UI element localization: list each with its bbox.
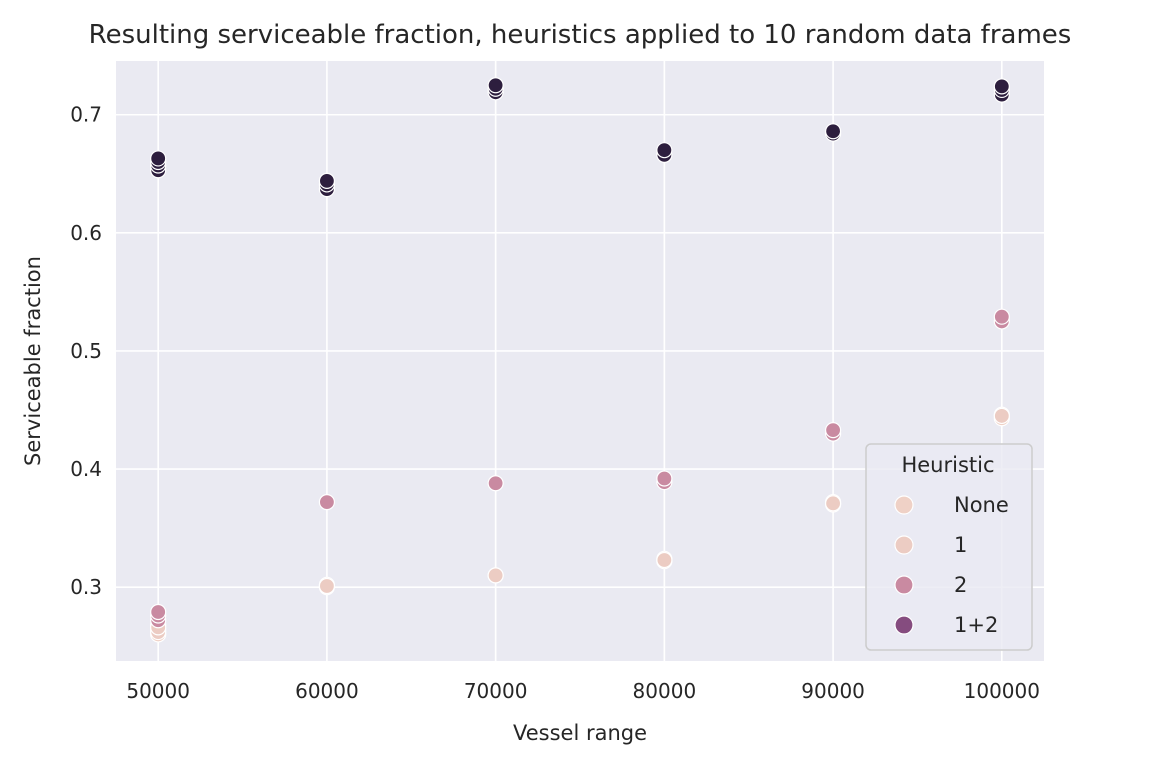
x-tick-label: 70000 [464, 679, 528, 703]
series-1 [150, 407, 1010, 641]
y-tick-label: 0.7 [70, 103, 102, 127]
data-point [318, 577, 336, 595]
data-points [150, 77, 1010, 643]
x-tick-label: 90000 [801, 679, 865, 703]
data-point [150, 150, 167, 167]
x-tick-label: 100000 [964, 679, 1040, 703]
legend-entry: 1 [894, 533, 967, 557]
legend-marker [894, 495, 914, 515]
y-tick-label: 0.4 [70, 457, 102, 481]
x-tick-label: 50000 [126, 679, 190, 703]
y-axis-ticks: 0.3 0.4 0.5 0.6 0.7 [70, 103, 102, 599]
data-point [487, 567, 504, 584]
legend-label: None [954, 493, 1009, 517]
legend-label: 2 [954, 573, 967, 597]
legend-marker [894, 615, 914, 635]
legend-marker [894, 535, 914, 555]
grid-lines [116, 61, 1044, 661]
y-tick-label: 0.5 [70, 339, 102, 363]
legend-entry: 1+2 [894, 613, 998, 637]
data-point [487, 77, 504, 94]
x-axis-label: Vessel range [513, 721, 647, 745]
legend-entry: None [894, 493, 1009, 517]
x-tick-label: 80000 [633, 679, 697, 703]
data-point [656, 470, 673, 487]
series-2 [150, 308, 1010, 629]
data-point [824, 421, 842, 439]
legend-entry: 2 [894, 573, 967, 597]
y-tick-label: 0.3 [70, 575, 102, 599]
data-point [824, 495, 842, 512]
legend-marker [894, 575, 914, 595]
data-point [993, 407, 1010, 425]
y-axis-label: Serviceable fraction [21, 256, 45, 466]
data-point [656, 142, 673, 159]
legend-title: Heuristic [901, 453, 994, 477]
legend-entries: None 1 2 1+2 [894, 493, 1009, 637]
x-axis-ticks: 50000 60000 70000 80000 90000 100000 [126, 679, 1040, 703]
x-tick-label: 60000 [295, 679, 359, 703]
legend: Heuristic None 1 2 1+2 [865, 443, 1033, 651]
data-point [318, 172, 336, 189]
legend-label: 1 [954, 533, 967, 557]
legend-box [865, 443, 1033, 651]
chart-title: Resulting serviceable fraction, heuristi… [89, 20, 1072, 50]
data-point [487, 475, 504, 492]
legend-label: 1+2 [954, 613, 998, 637]
data-point [656, 551, 673, 569]
data-point [993, 78, 1010, 95]
data-point [824, 123, 842, 140]
series-1plus2 [150, 77, 1010, 198]
data-point [318, 494, 336, 511]
data-point [150, 603, 167, 621]
y-tick-label: 0.6 [70, 221, 102, 245]
data-point [993, 308, 1010, 325]
